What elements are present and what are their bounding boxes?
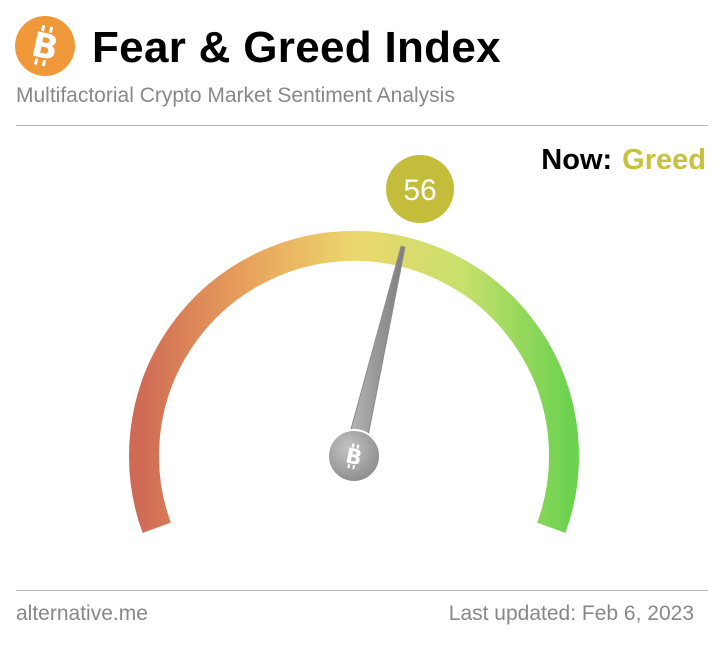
now-label: Now: [541,144,613,176]
footer-divider [16,590,708,591]
source-link[interactable]: alternative.me [16,602,148,625]
value-badge: 56 [386,155,454,223]
page-title: Fear & Greed Index [92,23,501,72]
gauge-hub: B [327,429,381,483]
page-subtitle: Multifactorial Crypto Market Sentiment A… [16,84,455,107]
svg-text:B: B [343,444,364,471]
header-divider [16,125,708,126]
bitcoin-logo-icon: B [15,16,75,76]
gauge-arc [129,230,579,533]
current-status: Now: Greed [541,144,706,177]
last-updated: Last updated: Feb 6, 2023 [449,602,694,626]
last-updated-label: Last updated: [448,602,577,625]
last-updated-date: Feb 6, 2023 [581,602,694,625]
gauge-needle [343,245,406,459]
classification-label: Greed [622,144,706,176]
bitcoin-icon: B [343,443,364,471]
gauge-value: 56 [403,174,436,207]
